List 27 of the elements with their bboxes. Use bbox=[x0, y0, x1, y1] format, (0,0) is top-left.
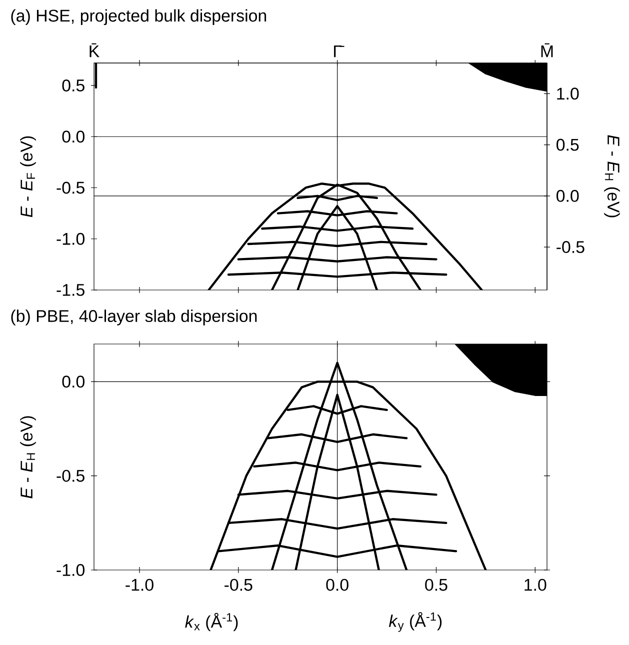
y2-tick-label: 1.0 bbox=[557, 88, 579, 100]
y-tick-label: 0.0 bbox=[62, 376, 84, 388]
y-tick-label: 0.0 bbox=[62, 130, 84, 143]
x-tick-label: 0.5 bbox=[425, 578, 448, 591]
y-axis-title: E - E$_{F}$ (eV) bbox=[20, 136, 36, 218]
x-tick-label: 0.0 bbox=[326, 578, 348, 591]
chart-title: (a) HSE, projected bulk dispersion bbox=[11, 9, 266, 26]
y-tick-label: -1.5 bbox=[56, 284, 84, 296]
y-tick-label: -1.0 bbox=[56, 564, 84, 576]
y-axis-title: E - E$_{H}$ (eV) bbox=[20, 416, 36, 498]
text: k$_{y}$ (Å$^{-1}$) bbox=[388, 612, 442, 632]
x-tick-label: -0.5 bbox=[224, 578, 252, 591]
chart-title: (b) PBE, 40-layer slab dispersion bbox=[11, 310, 257, 326]
y2-axis-title: E - E$_{H}$ (eV) bbox=[604, 135, 620, 218]
x-axis-title: k$_{x}$ (Å$^{-1}$) bbox=[185, 612, 238, 632]
x-tick-label: -1.0 bbox=[126, 578, 154, 591]
y2-tick-label: -0.5 bbox=[556, 241, 584, 254]
text: Γ̄ bbox=[334, 45, 344, 58]
x-tick-label: 1.0 bbox=[524, 578, 546, 591]
text: M̄ bbox=[541, 43, 553, 58]
y-tick-label: 0.5 bbox=[62, 79, 84, 92]
y-tick-label: -1.0 bbox=[56, 232, 84, 245]
y2-tick-label: 0.0 bbox=[556, 190, 579, 202]
text: K̄ bbox=[90, 43, 100, 58]
y-tick-label: -0.5 bbox=[56, 182, 84, 194]
y-tick-label: -0.5 bbox=[56, 470, 84, 482]
y2-tick-label: 0.5 bbox=[556, 138, 579, 151]
